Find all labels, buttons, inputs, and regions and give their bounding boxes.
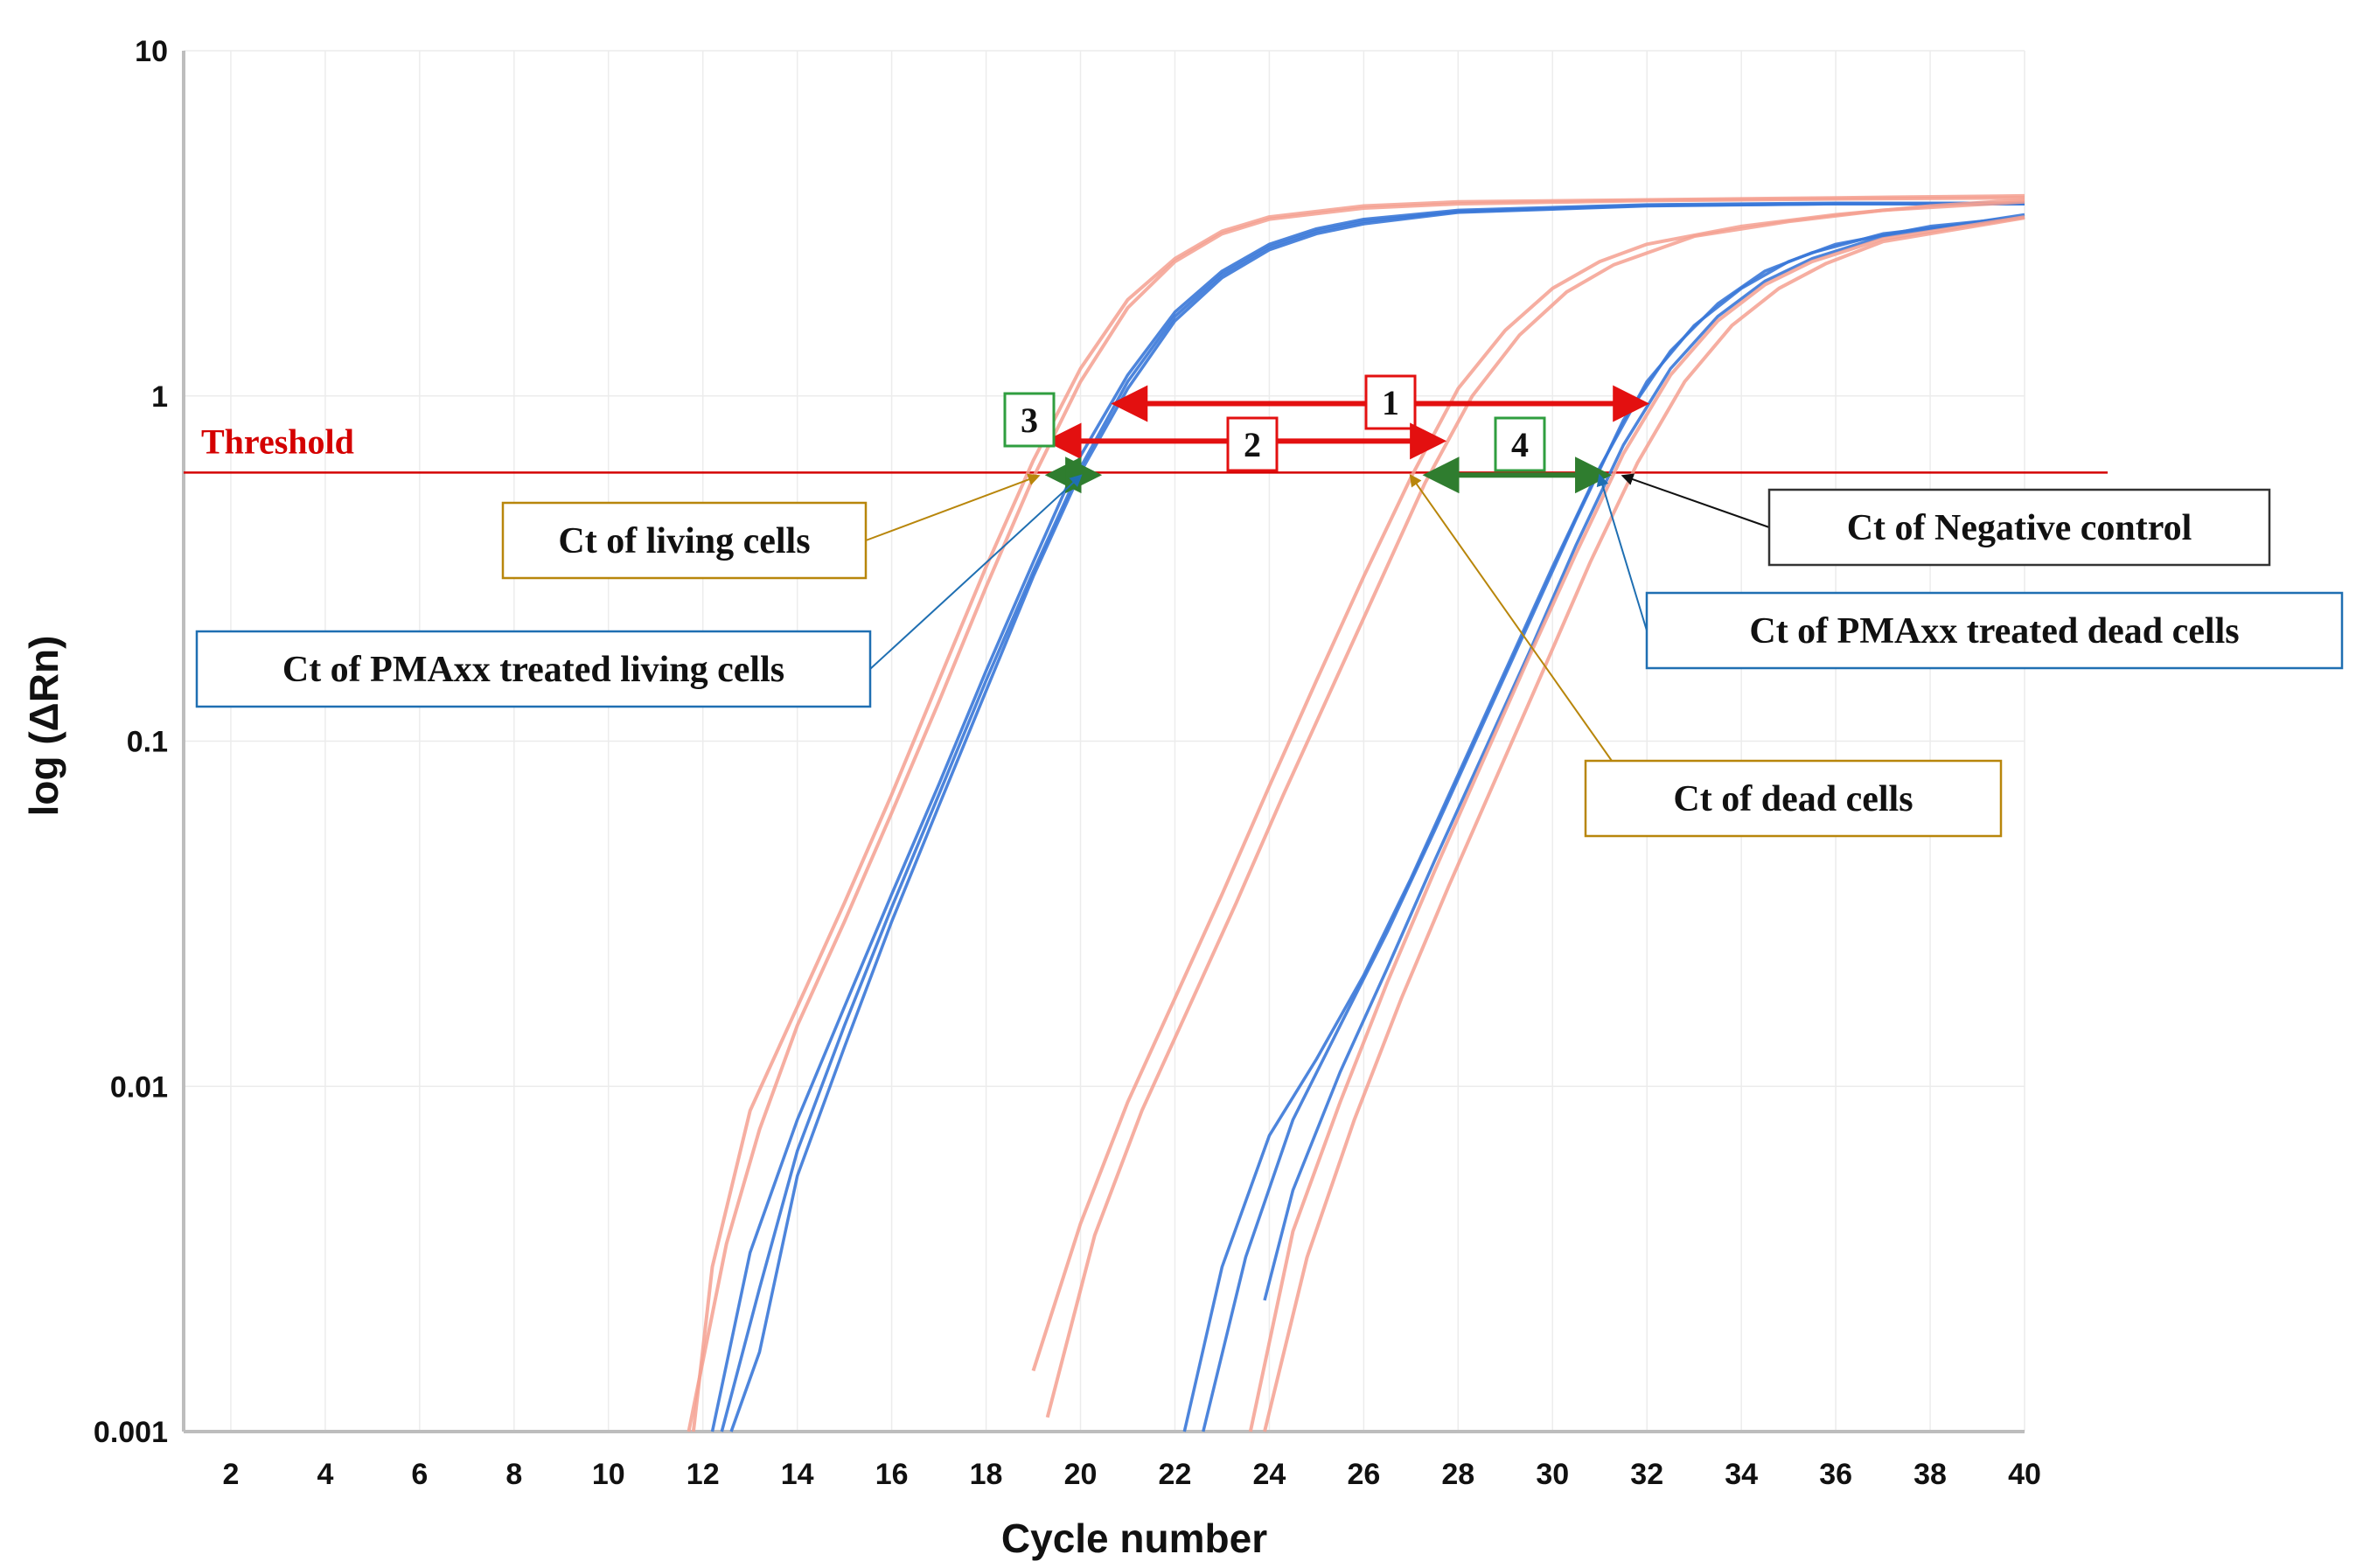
grid-lines: [184, 50, 2025, 1432]
callout-leader-line: [1621, 473, 1770, 528]
x-axis-title: Cycle number: [1001, 1516, 1267, 1561]
x-tick-label: 20: [1064, 1458, 1098, 1491]
x-tick-label: 24: [1252, 1458, 1286, 1491]
callout-box: [1645, 591, 2344, 670]
amplification-curve-pmaxx-dead: [1263, 213, 2025, 1301]
callout-label: Ct of living cells: [558, 521, 810, 561]
x-tick-label: 36: [1819, 1458, 1852, 1491]
arrow-number-box: [1003, 392, 1056, 448]
tick-labels: 2 4 6 8 10 12 14 16 18 20 22 24 26 28 30 32 34 36 38 400.00…: [94, 35, 2041, 1491]
callout-leader-line: [1409, 474, 1613, 762]
x-tick-label: 26: [1347, 1458, 1380, 1491]
x-tick-label: 40: [2008, 1458, 2041, 1491]
x-tick-label: 28: [1441, 1458, 1474, 1491]
amplification-curve-pmaxx-dead: [1202, 215, 2025, 1432]
x-tick-label: 14: [781, 1458, 814, 1491]
amplification-curve-living: [687, 196, 2025, 1432]
callout-label: Ct of dead cells: [1673, 779, 1913, 819]
delta-ct-arrows: 1 2 3 4: [1003, 374, 1650, 494]
callout-box: [1584, 759, 2003, 838]
callout-box: [501, 501, 868, 580]
x-tick-label: 2: [223, 1458, 240, 1491]
x-tick-label: 12: [687, 1458, 720, 1491]
threshold-label: Threshold: [201, 422, 354, 461]
arrow-number-box: [1226, 416, 1279, 472]
x-tick-label: 6: [411, 1458, 428, 1491]
y-axis-title: log (ΔRn): [21, 636, 66, 817]
x-tick-label: 32: [1630, 1458, 1663, 1491]
y-tick-label: 0.1: [127, 726, 168, 759]
callout-box: [1767, 488, 2271, 567]
x-tick-label: 4: [317, 1458, 333, 1491]
x-tick-label: 18: [970, 1458, 1003, 1491]
x-tick-label: 16: [875, 1458, 909, 1491]
arrow-number-box: [1494, 416, 1546, 472]
callout-box: [195, 630, 872, 708]
callout-leader-line: [865, 473, 1041, 541]
x-tick-label: 38: [1913, 1458, 1947, 1491]
y-tick-label: 10: [135, 35, 168, 68]
axes: [182, 51, 2025, 1433]
arrow-number-label: 3: [1021, 401, 1038, 440]
amplification-curve-negative-control: [1263, 216, 2025, 1432]
arrow-number-label: 2: [1244, 425, 1261, 464]
x-tick-label: 10: [592, 1458, 625, 1491]
callout-label: Ct of PMAxx treated living cells: [282, 650, 784, 690]
x-tick-label: 22: [1159, 1458, 1192, 1491]
amplification-curve-negative-control: [1248, 215, 2025, 1432]
arrow-number-label: 1: [1382, 383, 1399, 422]
callout-leader-line: [1596, 473, 1648, 631]
amplification-curve-living: [691, 193, 2025, 1432]
x-tick-label: 34: [1725, 1458, 1758, 1491]
x-tick-label: 8: [505, 1458, 522, 1491]
x-tick-label: 30: [1536, 1458, 1569, 1491]
y-tick-label: 0.001: [94, 1416, 168, 1449]
callout-label: Ct of PMAxx treated dead cells: [1749, 611, 2239, 652]
callout-label: Ct of Negative control: [1847, 508, 2192, 548]
y-tick-label: 1: [151, 380, 168, 414]
ct-callouts: Ct of living cells Ct of PMAxx treated li…: [195, 473, 2344, 838]
callout-leader-line: [869, 474, 1083, 670]
threshold: Threshold: [184, 422, 2108, 474]
arrow-number-label: 4: [1511, 425, 1529, 464]
y-tick-label: 0.01: [110, 1070, 168, 1104]
